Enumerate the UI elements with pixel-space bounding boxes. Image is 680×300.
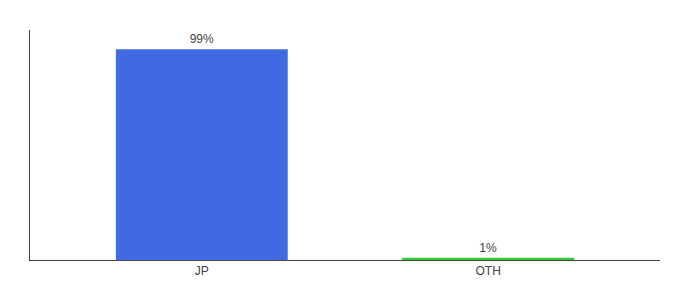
svg-text:OTH: OTH bbox=[476, 264, 501, 278]
svg-text:1%: 1% bbox=[479, 241, 497, 255]
svg-text:99%: 99% bbox=[190, 32, 214, 46]
svg-text:JP: JP bbox=[195, 264, 209, 278]
